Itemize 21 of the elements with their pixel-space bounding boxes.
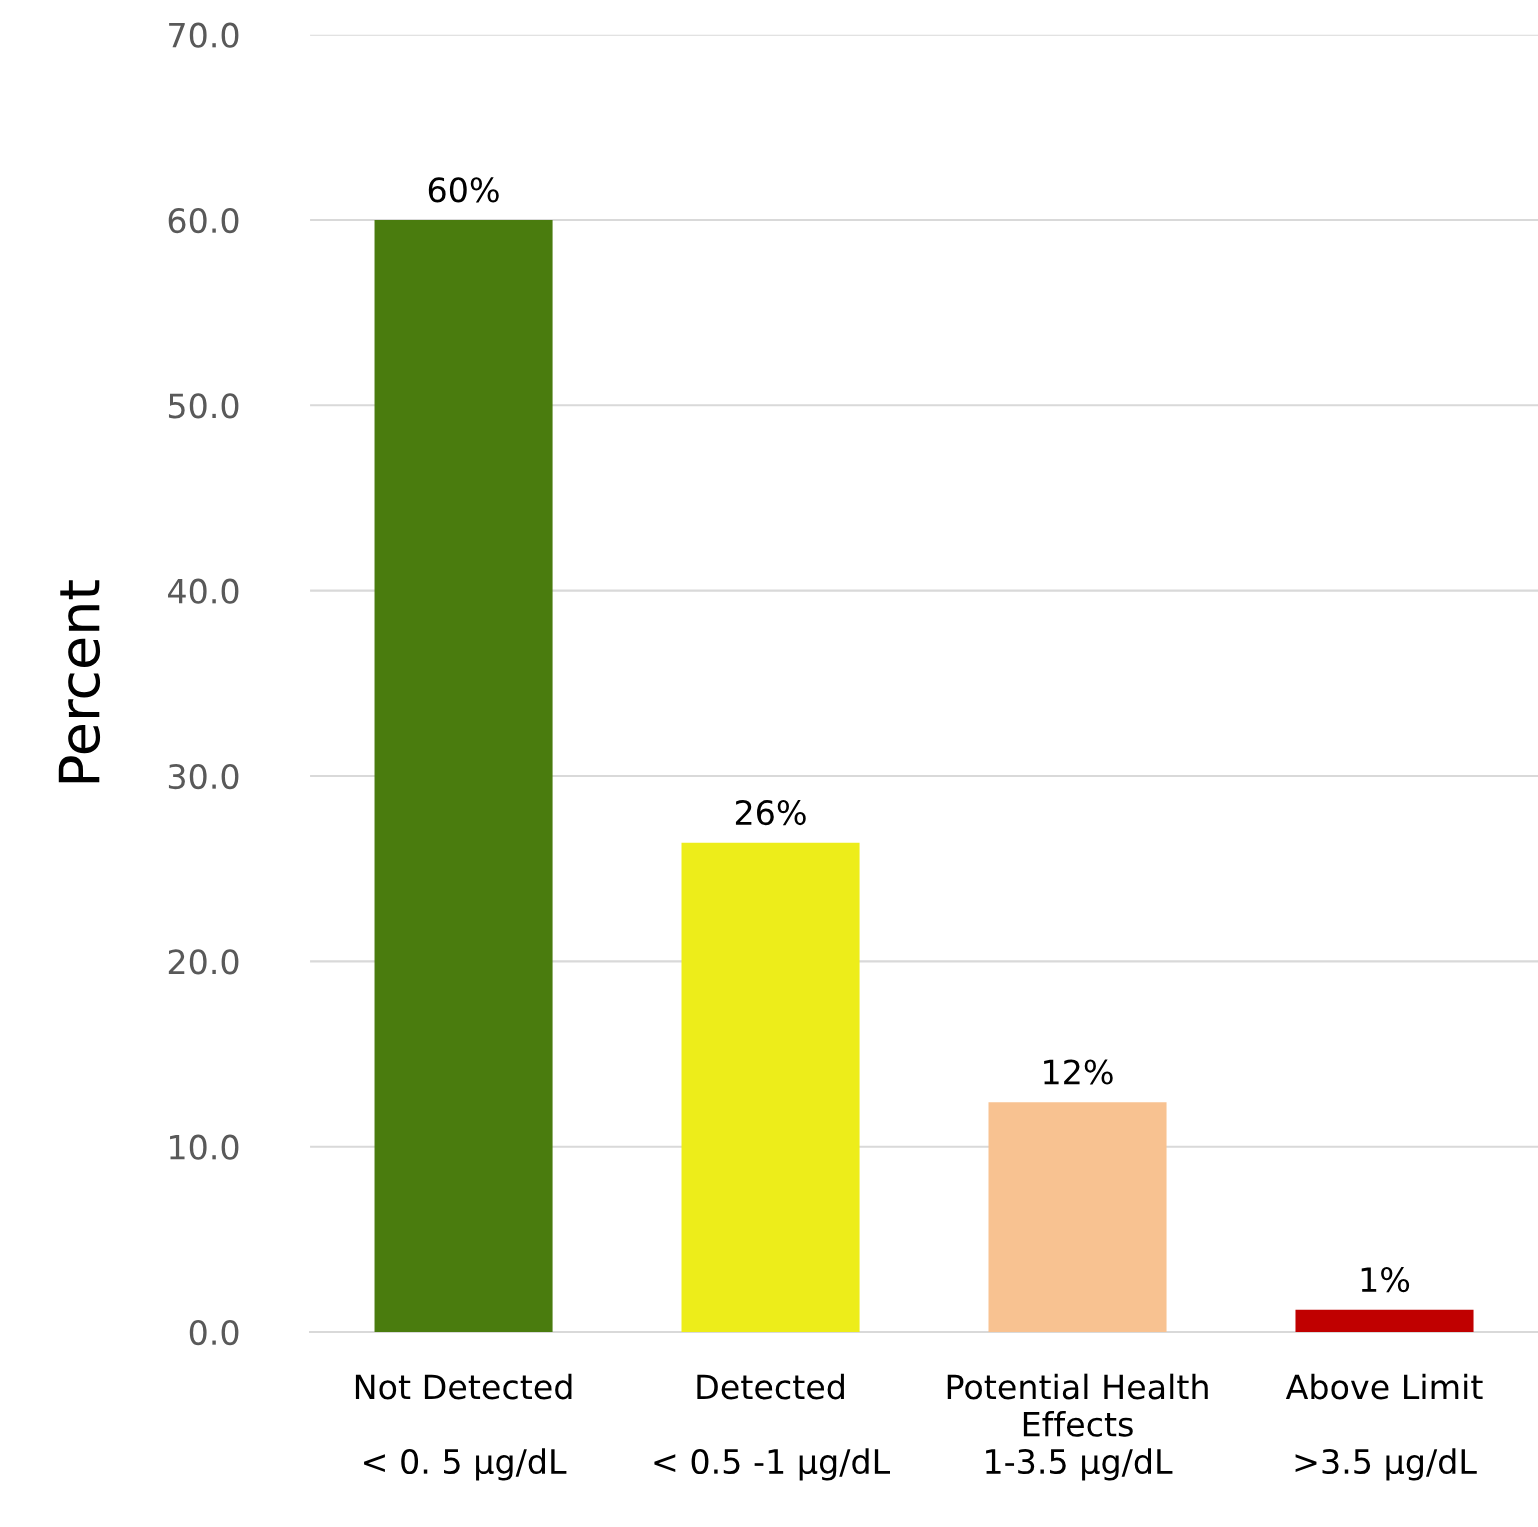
data-label: 12% [1044, 1059, 1113, 1085]
bar [681, 842, 860, 1332]
y-tick-label: 20.0 [168, 949, 239, 975]
category-label: Above Limit >3.5 µg/dL [1285, 1373, 1483, 1481]
bar [1295, 1309, 1474, 1332]
category-label: Not Detected < 0. 5 µg/dL [355, 1373, 572, 1481]
y-tick-label: 50.0 [168, 393, 239, 419]
data-label: 1% [1361, 1266, 1410, 1293]
y-tick-label: 10.0 [170, 1134, 239, 1160]
bar [374, 220, 553, 1332]
y-tick-label: 70.0 [169, 22, 239, 48]
data-label: 60% [428, 177, 499, 203]
y-tick-label: 30.0 [168, 763, 239, 790]
x-tick-label: Potential Health Effects 1-3.5 µg/dL [947, 1373, 1208, 1481]
category-label: Detected < 0.5 -1 µg/dL [654, 1373, 890, 1481]
y-tick-label: 60.0 [168, 207, 239, 234]
data-label: 26% [735, 799, 806, 826]
y-tick-label: 0.0 [189, 1319, 239, 1346]
bar [988, 1102, 1167, 1332]
y-axis-title: Percent [58, 580, 101, 783]
y-tick-label: 40.0 [168, 578, 239, 604]
